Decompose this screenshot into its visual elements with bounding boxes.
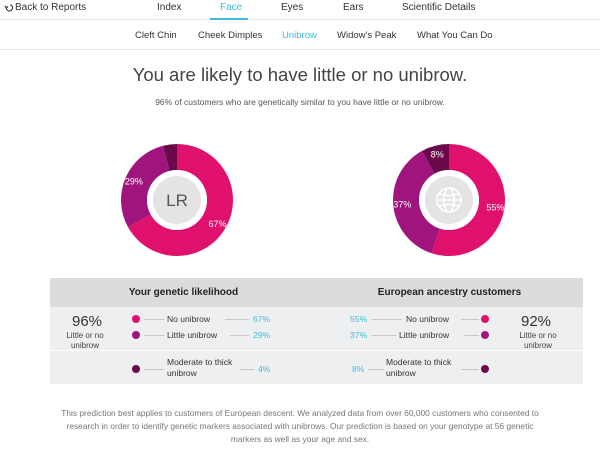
row-leader: [144, 335, 164, 336]
subtab-cheek-dimples[interactable]: Cheek Dimples: [198, 30, 263, 41]
row-leader: [372, 335, 396, 336]
row-leader: [240, 369, 254, 370]
moderate-unibrow-pct: 8%: [352, 364, 365, 374]
row-leader: [464, 335, 479, 336]
subtab-unibrow[interactable]: Unibrow: [282, 30, 317, 41]
top-nav: Back to Reports Index Face Eyes Ears Sci…: [0, 0, 600, 20]
little-unibrow-label: Little unibrow: [399, 330, 450, 340]
row-leader: [461, 369, 479, 370]
subtab-widows-peak[interactable]: Widow's Peak: [337, 30, 397, 41]
tab-scientific-details[interactable]: Scientific Details: [402, 2, 476, 13]
ancestry-donut-chart: 55% 37% 8%: [385, 136, 513, 269]
moderate-unibrow-pct: 4%: [258, 364, 271, 374]
ancestry-slice-label-0: 55%: [486, 202, 504, 212]
row-separator: [316, 350, 583, 351]
big-percentage: 96%: [72, 313, 103, 330]
personal-slice-label-0: 67%: [208, 219, 226, 229]
little-unibrow-dot: [481, 331, 489, 339]
no-unibrow-dot: [132, 315, 140, 323]
moderate-unibrow-dot: [481, 365, 489, 373]
row-leader: [372, 319, 402, 320]
little-unibrow-label: Little unibrow: [167, 330, 218, 340]
personal-slice-label-1: 29%: [125, 176, 143, 186]
personal-slice-0: [127, 144, 234, 256]
no-unibrow-label: No unibrow: [406, 314, 449, 324]
globe-icon: [436, 187, 462, 213]
back-arrow-icon: [4, 4, 13, 12]
personal-slice-1: [121, 145, 170, 227]
european-ancestry-panel: European ancestry customers 55% No unibr…: [316, 278, 583, 384]
tab-index[interactable]: Index: [157, 2, 182, 13]
ancestry-slice-label-2: 8%: [431, 149, 444, 159]
back-label: Back to Reports: [15, 2, 87, 13]
page-subtitle: 96% of customers who are genetically sim…: [155, 97, 445, 107]
moderate-unibrow-label: Moderate to thick unibrow: [167, 357, 233, 378]
ancestry-donut-svg: 55% 37% 8%: [393, 144, 505, 256]
back-to-reports-link[interactable]: Back to Reports: [4, 2, 86, 13]
panel-body: 96% Little or no unibrow No unibrow 67% …: [50, 307, 317, 384]
page-title: You are likely to have little or no unib…: [132, 64, 468, 85]
row-leader: [144, 319, 164, 320]
active-tab-indicator: [210, 18, 248, 20]
personal-donut-chart: 67% 29% LR: [113, 136, 241, 269]
subtab-what-you-can-do[interactable]: What You Can Do: [417, 30, 493, 41]
row-leader: [368, 369, 384, 370]
personal-center-circle: [153, 176, 201, 224]
no-unibrow-pct: 67%: [253, 314, 271, 324]
ancestry-slice-label-1: 37%: [393, 199, 411, 209]
personal-donut-svg: 67% 29% LR: [121, 144, 234, 256]
tab-face[interactable]: Face: [220, 2, 243, 13]
big-percentage-caption: Little or no unibrow: [66, 331, 104, 350]
ancestry-slice-2: [422, 144, 449, 174]
panel-title: Your genetic likelihood: [50, 278, 317, 307]
sub-nav: Cleft Chin Cheek Dimples Unibrow Widow's…: [0, 20, 600, 50]
little-unibrow-dot: [132, 331, 140, 339]
moderate-unibrow-label: Moderate to thick unibrow: [386, 357, 452, 378]
tab-eyes[interactable]: Eyes: [281, 2, 304, 13]
genetic-likelihood-panel: Your genetic likelihood 96% Little or no…: [50, 278, 317, 384]
row-leader: [225, 319, 249, 320]
no-unibrow-label: No unibrow: [167, 314, 210, 324]
moderate-unibrow-dot: [132, 365, 140, 373]
row-leader: [144, 369, 164, 370]
subtab-cleft-chin[interactable]: Cleft Chin: [135, 30, 177, 41]
panel-body: 55% No unibrow 37% Little unibrow 92% Li…: [316, 307, 583, 384]
panel-title: European ancestry customers: [316, 278, 583, 307]
ancestry-slice-1: [393, 150, 440, 254]
ancestry-slice-0: [431, 144, 505, 256]
personal-slice-2: [163, 144, 177, 171]
no-unibrow-pct: 55%: [350, 314, 368, 324]
user-initials: LR: [166, 191, 188, 210]
tab-ears[interactable]: Ears: [343, 2, 364, 13]
big-percentage: 92%: [521, 313, 552, 330]
little-unibrow-pct: 37%: [350, 330, 368, 340]
row-leader: [230, 335, 249, 336]
row-leader: [461, 319, 479, 320]
little-unibrow-pct: 29%: [253, 330, 271, 340]
no-unibrow-dot: [481, 315, 489, 323]
big-percentage-caption: Little or no unibrow: [519, 331, 557, 350]
row-separator: [50, 350, 317, 351]
footer-disclaimer: This prediction best applies to customer…: [61, 408, 539, 444]
